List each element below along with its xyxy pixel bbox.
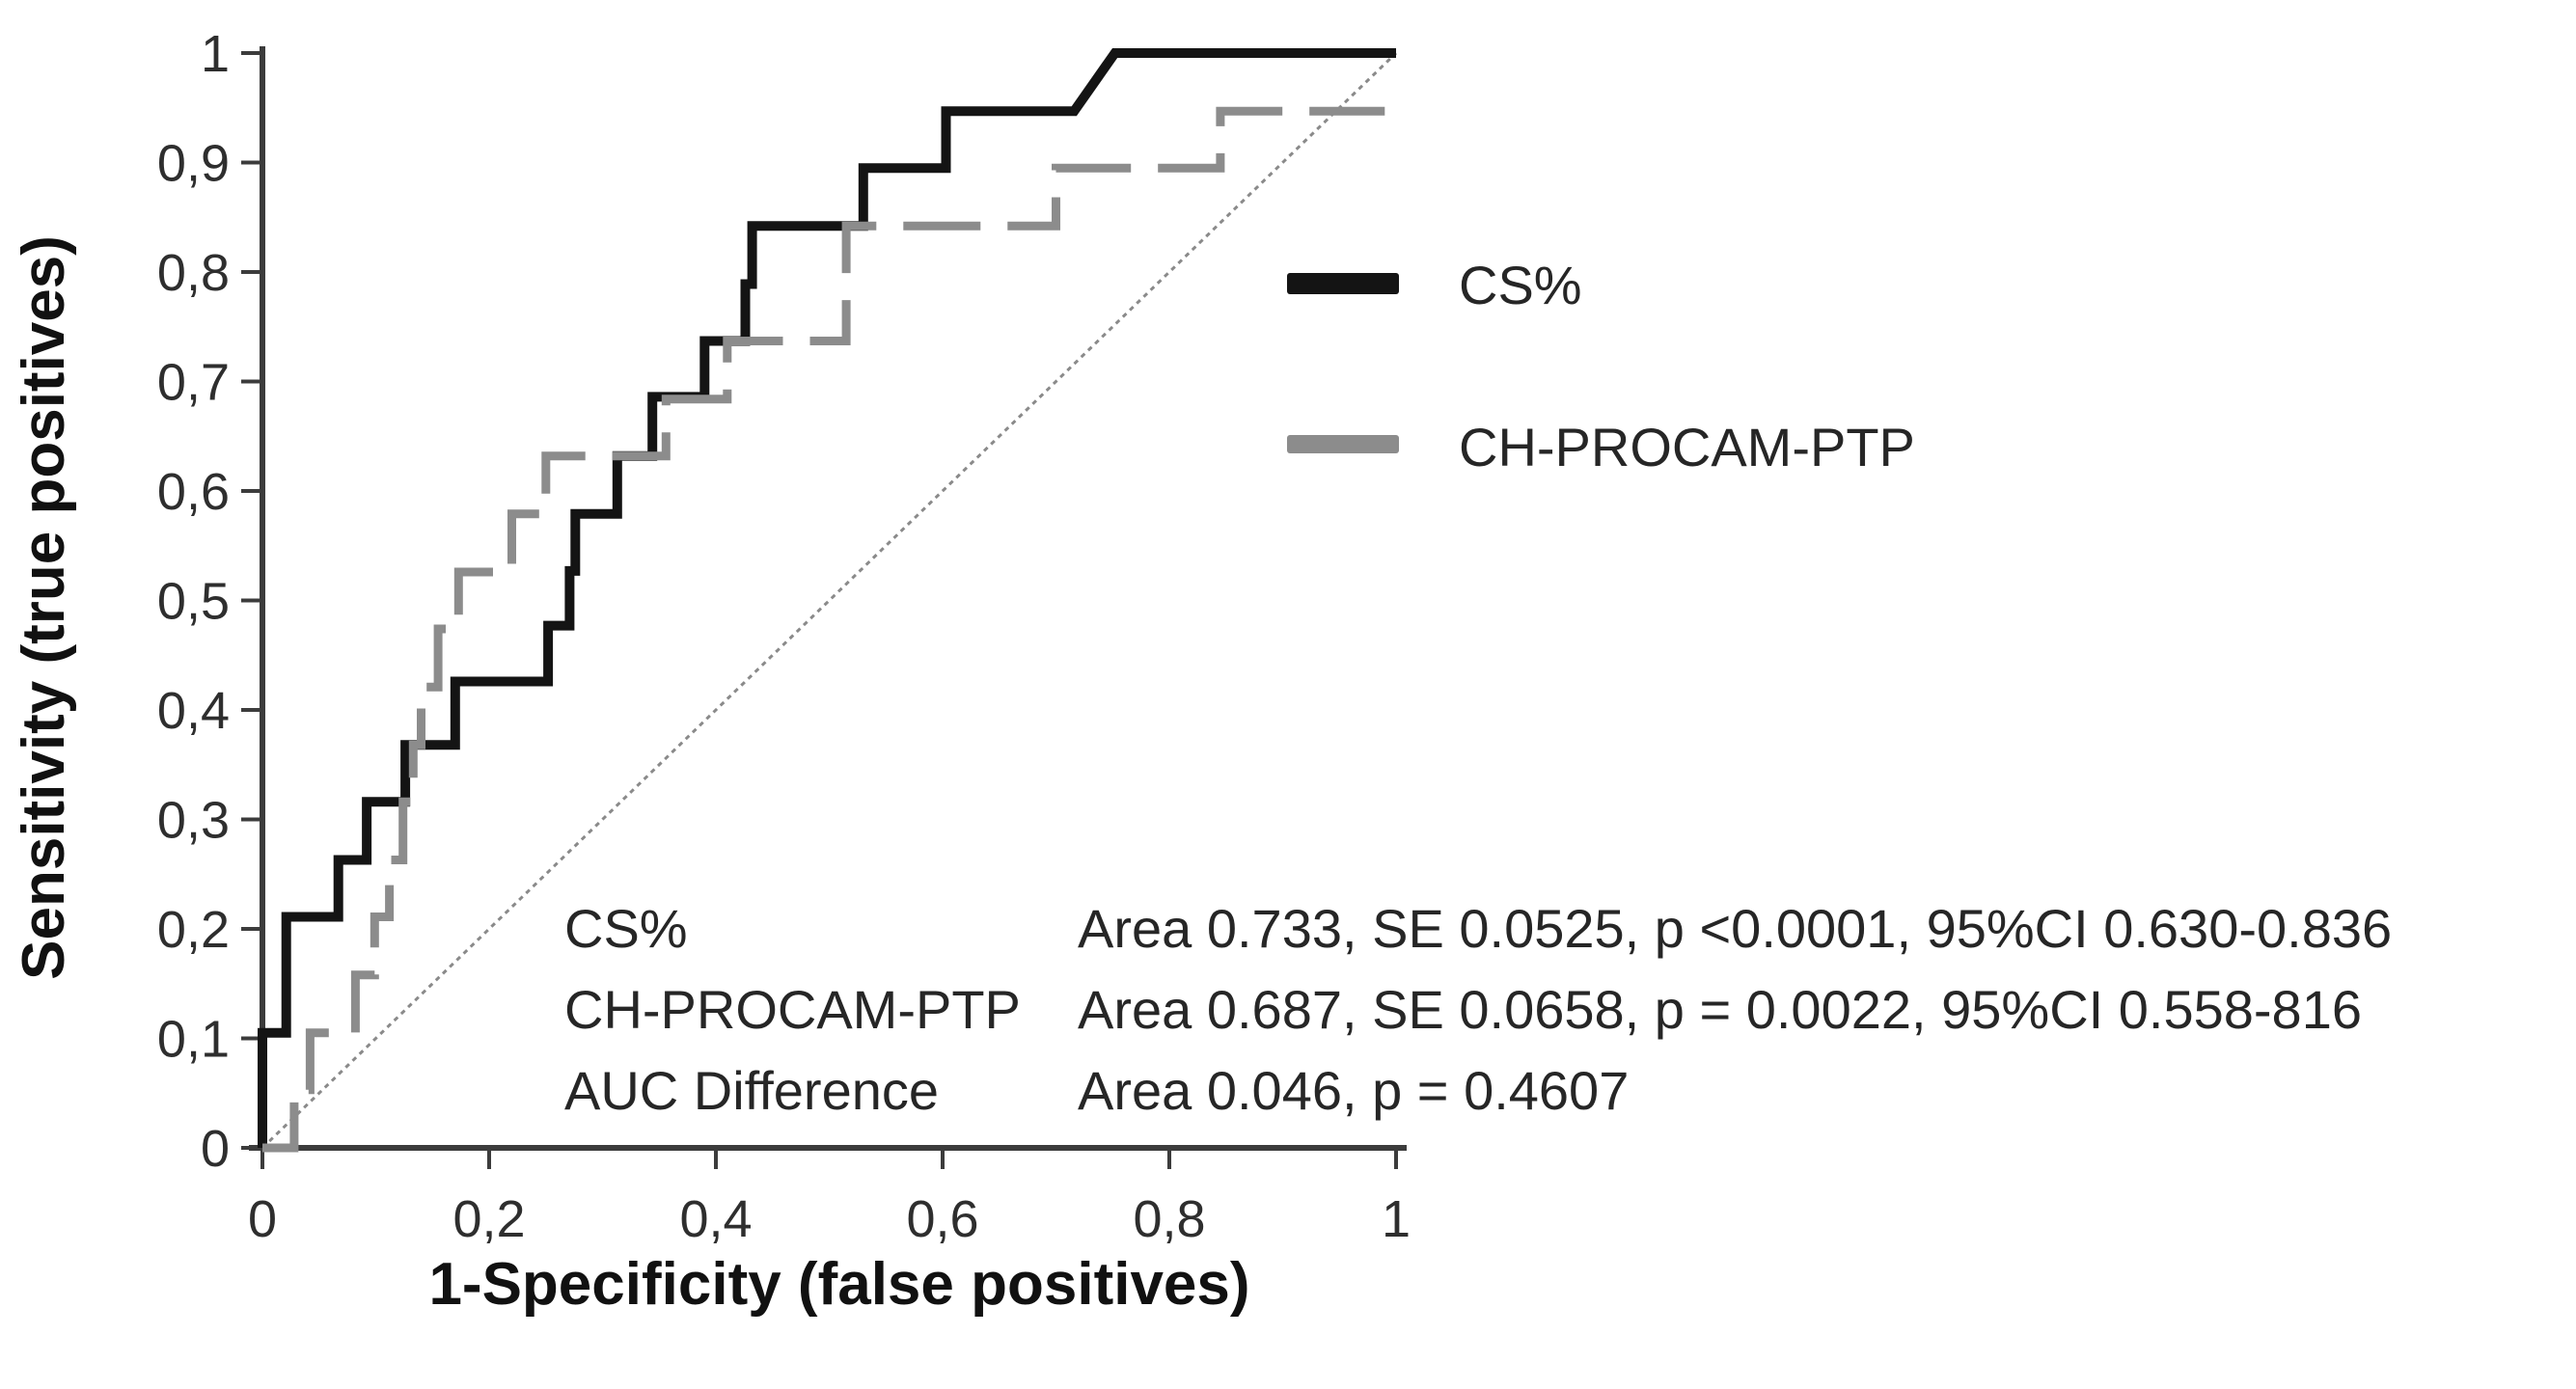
stats-row-label: CS%	[564, 898, 688, 959]
legend-label-procam: CH-PROCAM-PTP	[1459, 417, 1915, 477]
x-tick-label: 0	[248, 1190, 277, 1248]
y-tick-label: 0,6	[157, 463, 230, 521]
x-tick-label: 0,6	[906, 1190, 978, 1248]
roc-curve-cs-	[258, 48, 1396, 1148]
x-tick-label: 0,4	[679, 1190, 752, 1248]
stats-row-label: AUC Difference	[564, 1060, 939, 1121]
y-tick-label: 0,8	[157, 244, 230, 302]
y-tick-label: 1	[201, 25, 230, 83]
y-tick-label: 0,2	[157, 901, 230, 959]
y-tick-label: 0,7	[157, 354, 230, 412]
legend-swatch-cs	[1287, 273, 1399, 294]
stats-row-value: Area 0.687, SE 0.0658, p = 0.0022, 95%CI…	[1078, 979, 2362, 1040]
axis-ticks: 0 0,1 0,2 0,3 0,4 0,5 0,6 0,7 0,8 0,9 1 0 0,2 0,4 0,6 0…	[157, 25, 1411, 1248]
roc-curve-ch-procam-ptp	[262, 106, 1385, 1153]
legend: CS% CH-PROCAM-PTP	[1287, 255, 1915, 477]
y-tick-label: 0,9	[157, 135, 230, 193]
y-tick-label: 0,4	[157, 682, 230, 740]
stats-block: CS% Area 0.733, SE 0.0525, p <0.0001, 95…	[564, 898, 2392, 1121]
stats-row-label: CH-PROCAM-PTP	[564, 979, 1021, 1040]
diagonal-reference-line	[260, 51, 1398, 1150]
y-tick-label: 0,3	[157, 792, 230, 850]
x-axis-title: 1-Specificity (false positives)	[428, 1251, 1249, 1318]
y-tick-label: 0,1	[157, 1011, 230, 1069]
y-tick-label: 0,5	[157, 573, 230, 631]
legend-label-cs: CS%	[1459, 255, 1582, 315]
stats-row-value: Area 0.733, SE 0.0525, p <0.0001, 95%CI …	[1078, 898, 2392, 959]
x-tick-label: 0,8	[1133, 1190, 1205, 1248]
y-axis-title: Sensitivity (true positives)	[11, 235, 77, 980]
legend-swatch-procam	[1287, 435, 1399, 453]
stats-row-value: Area 0.046, p = 0.4607	[1078, 1060, 1629, 1121]
x-tick-label: 0,2	[452, 1190, 525, 1248]
roc-curves	[258, 48, 1398, 1153]
x-tick-label: 1	[1382, 1190, 1411, 1248]
y-tick-label: 0	[201, 1120, 230, 1178]
